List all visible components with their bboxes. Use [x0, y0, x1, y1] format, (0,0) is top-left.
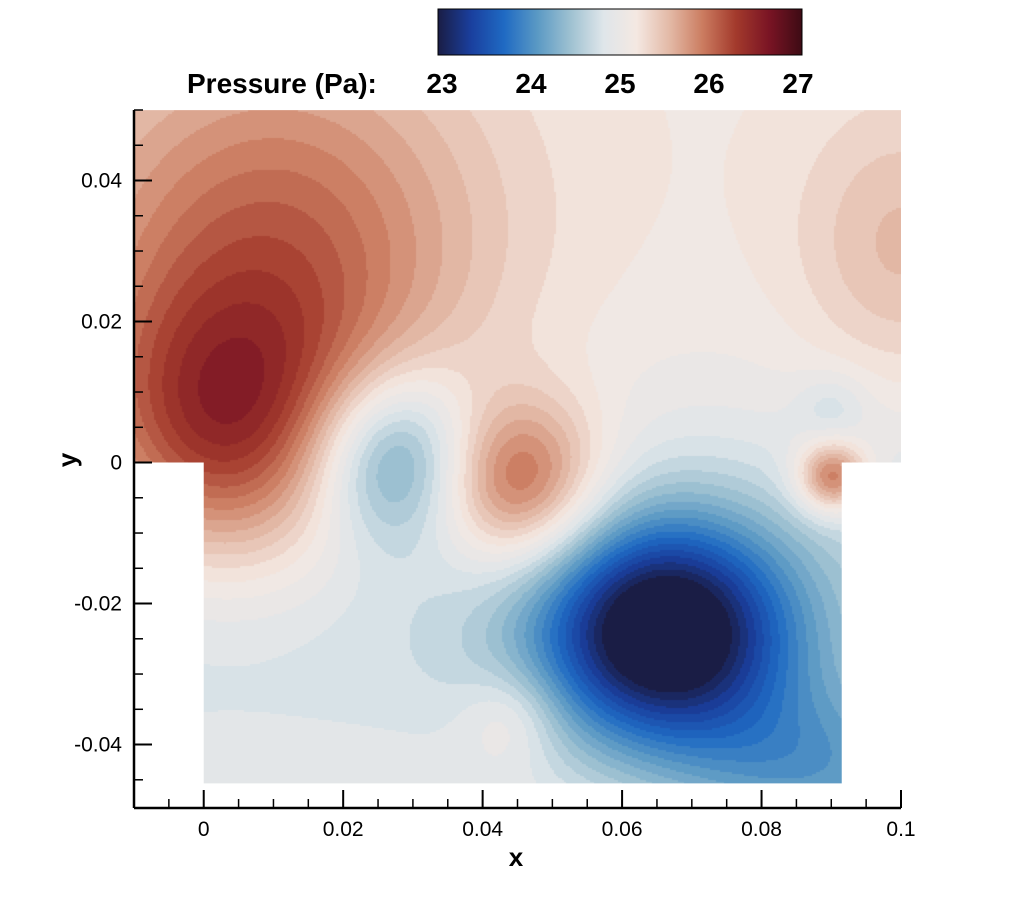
- y-ticks: 0.04 0.02 0 -0.02 -0.04: [74, 109, 152, 781]
- x-tick-label: 0.02: [323, 818, 364, 841]
- x-tick-label: 0: [198, 818, 210, 841]
- y-tick-label: -0.02: [74, 593, 122, 616]
- colorbar-tick-label: 24: [515, 68, 547, 99]
- colorbar-title: Pressure (Pa):: [187, 68, 377, 99]
- x-axis-label: x: [509, 842, 524, 872]
- x-tick-label: 0.04: [462, 818, 503, 841]
- y-tick-label: 0: [110, 452, 122, 475]
- colorbar-tick-label: 26: [693, 68, 724, 99]
- y-tick-label: -0.04: [74, 734, 122, 757]
- colorbar-tick-label: 27: [782, 68, 813, 99]
- x-ticks: 0 0.02 0.04 0.06 0.08 0.1: [168, 790, 916, 841]
- colorbar-tick-label: 25: [604, 68, 635, 99]
- x-tick-label: 0.1: [886, 818, 915, 841]
- colorbar: [437, 8, 803, 56]
- y-axis-label: y: [52, 452, 82, 467]
- colorbar-ticks: 23 24 25 26 27: [426, 68, 813, 99]
- x-tick-label: 0.08: [741, 818, 782, 841]
- colorbar-tick-label: 23: [426, 68, 457, 99]
- y-tick-label: 0.04: [81, 170, 122, 193]
- y-tick-label: 0.02: [81, 311, 122, 334]
- x-tick-label: 0.06: [602, 818, 643, 841]
